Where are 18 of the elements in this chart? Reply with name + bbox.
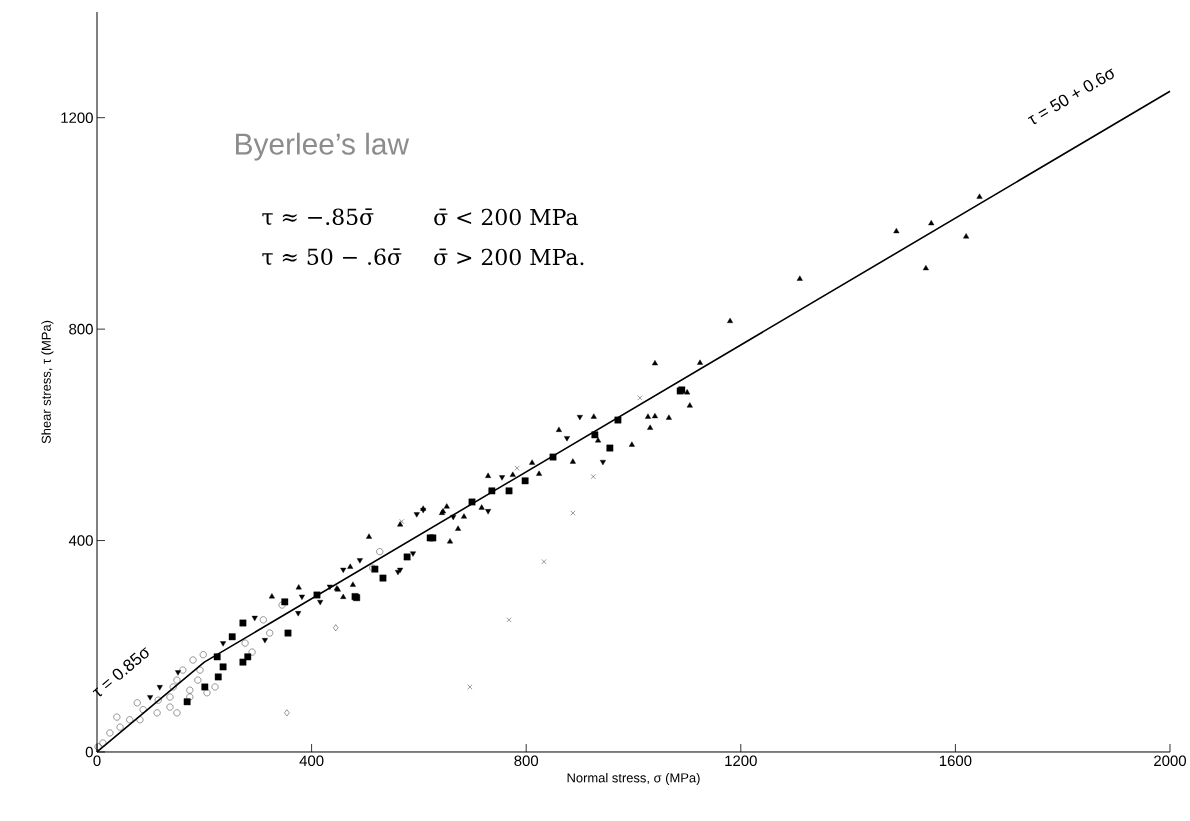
x-tick-label: 2000 [1154, 755, 1187, 767]
annotation: σ̄ > 200 MPa. [434, 248, 584, 266]
x-tick-label: 800 [514, 755, 539, 767]
x-tick-label: 400 [299, 755, 324, 767]
annotation: σ̄ < 200 MPa [434, 208, 578, 226]
annotation: τ = 50 + 0.6σ [1027, 68, 1114, 125]
x-tick-label: 0 [93, 755, 101, 767]
y-axis-title: Shear stress, τ (MPa) [41, 320, 54, 444]
x-tick-label: 1200 [725, 755, 757, 767]
x-tick-label: 1600 [939, 755, 972, 767]
annotation: τ ≈ 50 − .6σ̄ [262, 248, 402, 266]
y-tick-label: 400 [68, 535, 93, 546]
annotation: τ ≈ −.85σ̄ [262, 208, 374, 226]
x-axis-title: Normal stress, σ (MPa) [567, 772, 700, 785]
text: Byerlee’s law [236, 132, 410, 161]
y-tick-label: 1200 [61, 112, 93, 123]
y-tick-label: 0 [85, 746, 93, 758]
y-tick-label: 800 [69, 323, 93, 335]
